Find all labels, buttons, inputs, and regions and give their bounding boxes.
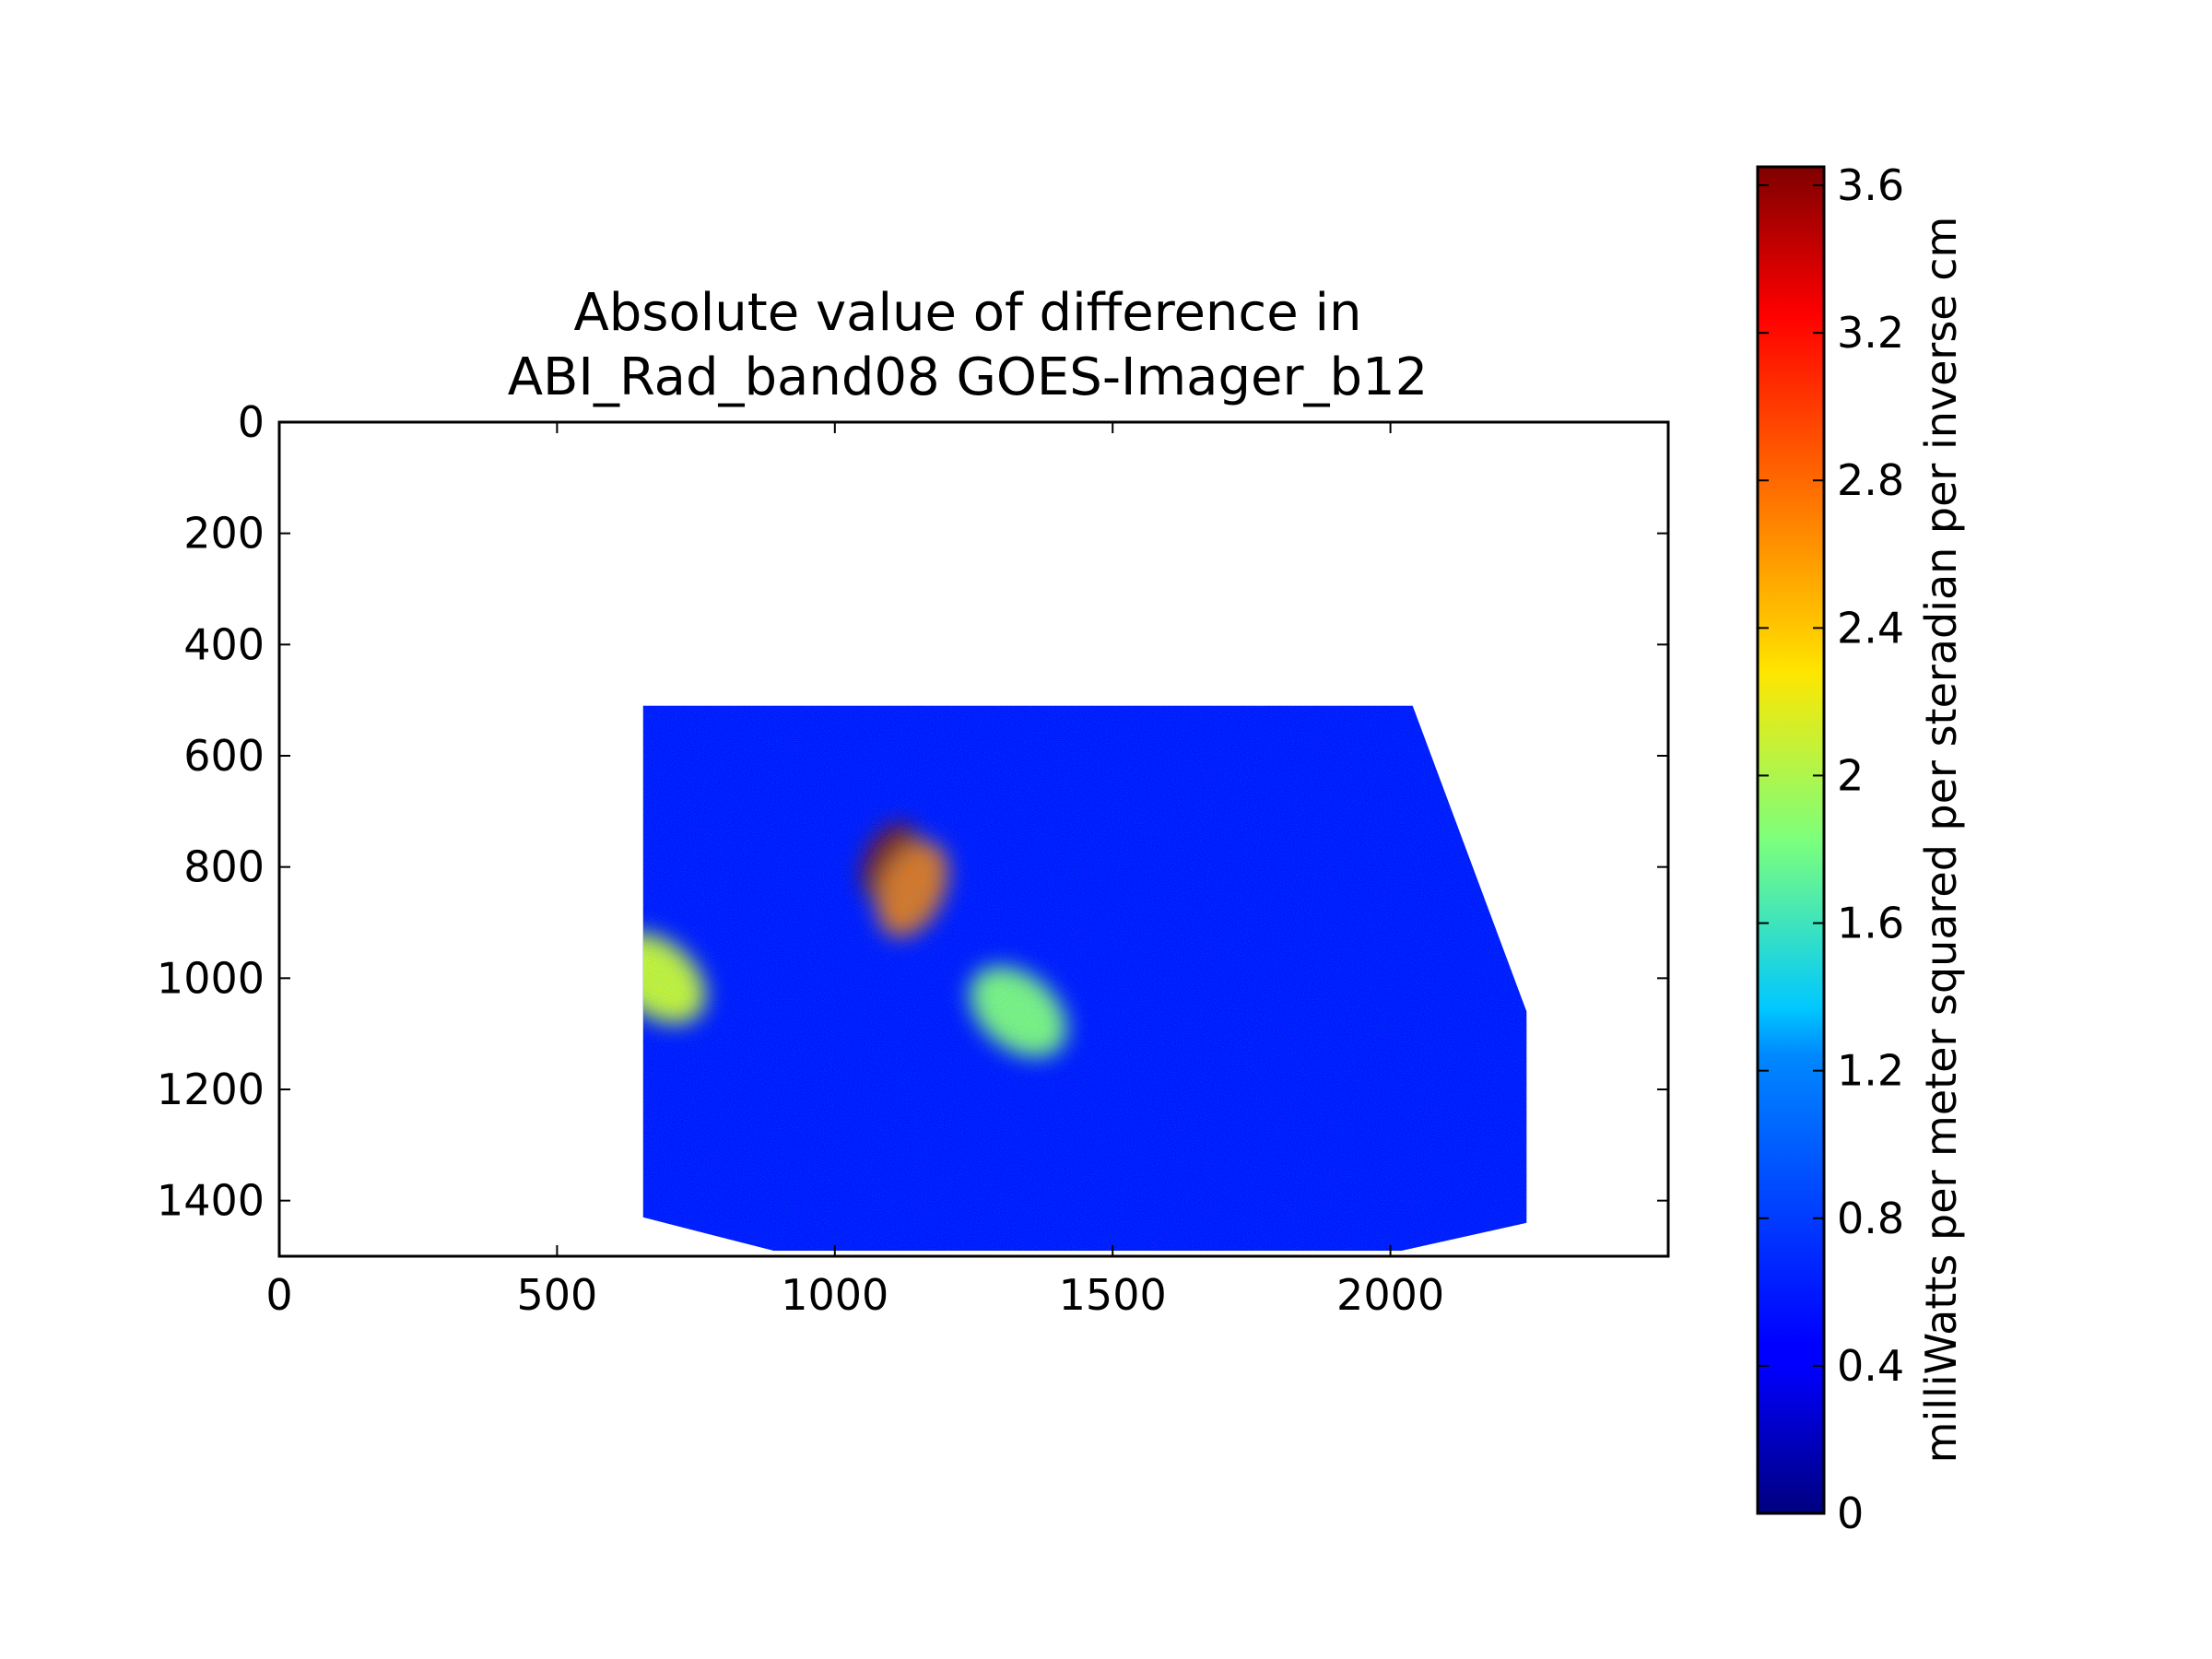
axes-frame (277, 420, 1670, 1258)
colorbar (1756, 165, 1826, 1515)
colorbar-tick-label: 3.2 (1837, 308, 1904, 358)
x-tick-label: 1500 (1059, 1270, 1167, 1320)
colorbar-ticks: 0 0.4 0.8 1.2 1.6 2 2.4 2.8 3.2 3.6 (1758, 160, 1904, 1538)
x-tick-label: 500 (516, 1270, 597, 1320)
y-axis: 0 200 400 600 800 1000 1200 1400 (157, 397, 1668, 1226)
y-tick-label: 400 (183, 619, 265, 669)
x-tick-label: 1000 (781, 1270, 888, 1320)
colorbar-tick-label: 1.6 (1837, 899, 1904, 948)
y-tick-label: 200 (183, 509, 265, 559)
y-tick-label: 1200 (157, 1065, 265, 1114)
colorbar-tick-label: 2.8 (1837, 455, 1904, 505)
chart-title-line-2: ABI_Rad_band08 GOES-Imager_b12 (508, 347, 1429, 407)
y-tick-label: 800 (183, 842, 265, 892)
colorbar-tick-label: 1.2 (1837, 1046, 1904, 1096)
y-tick-label: 600 (183, 731, 265, 781)
colorbar-tick-label: 0.8 (1837, 1194, 1904, 1243)
x-tick-label: 0 (265, 1270, 292, 1320)
colorbar-tick-label: 2 (1837, 750, 1864, 800)
x-tick-label: 2000 (1336, 1270, 1444, 1320)
colorbar-tick-label: 0 (1837, 1488, 1864, 1538)
colorbar-tick-label: 0.4 (1837, 1341, 1904, 1391)
colorbar-tick-label: 2.4 (1837, 603, 1904, 653)
x-axis: 0 500 1000 1500 2000 (265, 422, 1444, 1320)
y-tick-label: 0 (238, 397, 265, 447)
colorbar-label: milliWatts per meter squared per steradi… (1916, 217, 1966, 1464)
colorbar-tick-label: 3.6 (1837, 160, 1904, 210)
y-tick-label: 1400 (157, 1176, 265, 1226)
chart-title-line-1: Absolute value of difference in (573, 283, 1361, 343)
y-tick-label: 1000 (157, 953, 265, 1003)
